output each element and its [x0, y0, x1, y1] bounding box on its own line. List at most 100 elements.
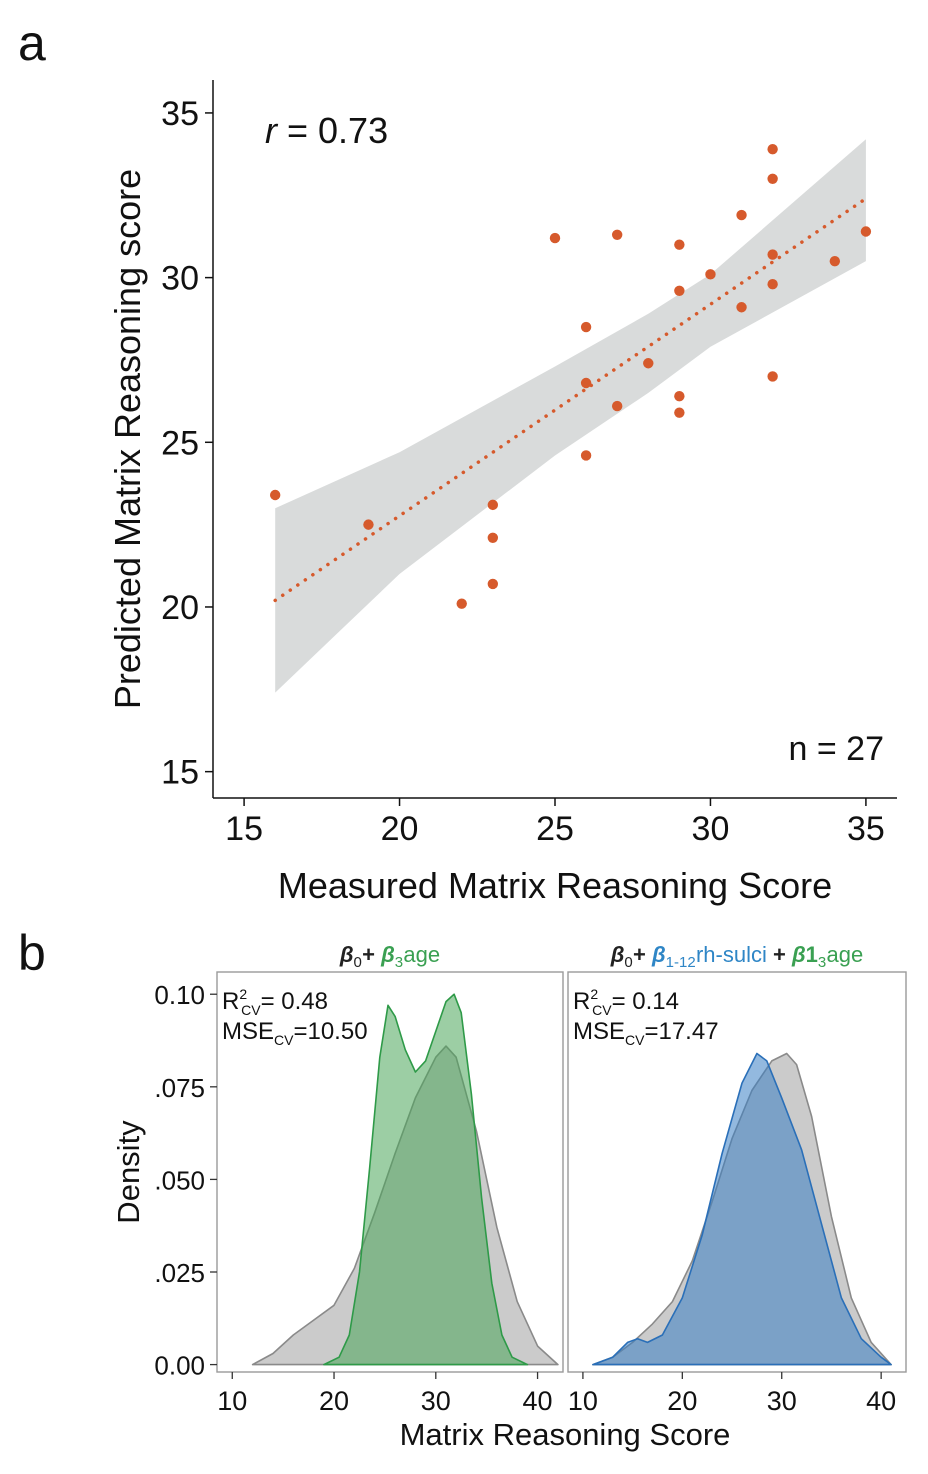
mse-label: MSE	[222, 1018, 274, 1045]
mse-subscript: CV	[274, 1032, 294, 1048]
data-point	[767, 143, 778, 155]
x-tick-label: 20	[667, 1386, 697, 1416]
regression-line	[273, 196, 868, 603]
x-tick-label: 30	[421, 1386, 451, 1416]
data-point	[736, 209, 747, 221]
title-part: +	[633, 942, 652, 967]
r2-label: R	[222, 988, 239, 1015]
r2-annotation: R2 CV= 0.14	[573, 986, 679, 1018]
x-tick-label: 10	[568, 1386, 598, 1416]
data-point	[767, 173, 778, 185]
x-tick-label: 30	[767, 1386, 797, 1416]
data-point	[456, 598, 467, 609]
title-part: +	[362, 942, 381, 967]
r2-annotation: R2 CV= 0.48	[222, 986, 328, 1018]
panel-title: β0 + β1-12 rh-sulci + β13 age	[610, 942, 863, 971]
data-point	[580, 321, 592, 333]
y-axis-title: Predicted Matrix Reasoning score	[107, 169, 148, 709]
y-tick-label: 0.00	[154, 1351, 205, 1381]
x-tick-label: 30	[692, 810, 730, 848]
panel-label-a: a	[18, 15, 46, 71]
scatter-chart: 15 20 25 30 35 15 20 25 30 35 Measured Matrix Reas…	[107, 80, 897, 906]
panel-title: β0 + β3 age	[339, 942, 440, 971]
title-subscript: 3	[395, 954, 403, 971]
title-subscript: 1-12	[666, 954, 696, 971]
y-tick-label: 30	[161, 260, 199, 298]
mse-value: =10.50	[293, 1018, 367, 1045]
data-point	[611, 400, 623, 412]
y-tick-label: 25	[161, 424, 199, 462]
x-tick-label: 25	[536, 810, 574, 848]
mse-annotation: MSECV=17.47	[573, 1018, 719, 1048]
x-tick-label: 40	[523, 1386, 553, 1416]
x-axis-title: Measured Matrix Reasoning Score	[278, 865, 832, 906]
r2-superscript: 2	[590, 986, 598, 1002]
data-point	[269, 489, 281, 501]
data-point	[674, 285, 685, 296]
data-point	[363, 519, 374, 530]
x-tick-label: 20	[319, 1386, 349, 1416]
confidence-band	[275, 139, 866, 693]
title-part: +	[767, 942, 792, 967]
data-point	[611, 229, 623, 240]
y-tick-label: .075	[154, 1073, 205, 1103]
r2-value: = 0.48	[261, 988, 328, 1015]
data-point	[674, 239, 685, 250]
title-part: β	[339, 942, 354, 967]
y-tick-label: .025	[154, 1258, 205, 1288]
data-point	[580, 450, 592, 461]
y-tick-label: 20	[161, 589, 199, 627]
x-tick-label: 20	[381, 810, 419, 848]
title-subscript: 0	[354, 954, 362, 971]
y-tick-label: .050	[154, 1165, 205, 1195]
r2-subscript: CV	[592, 1002, 612, 1018]
panel-frame	[216, 971, 564, 1373]
r2-label: R	[573, 988, 590, 1015]
data-point	[674, 390, 685, 402]
r2-value: = 0.14	[612, 988, 679, 1015]
title-part: rh-sulci	[696, 942, 767, 967]
data-point	[736, 302, 747, 313]
title-part: β	[380, 942, 395, 967]
panel-label-b: b	[18, 925, 46, 981]
sample-size-annotation: n = 27	[789, 730, 884, 768]
r2-subscript: CV	[241, 1002, 261, 1018]
predicted-density-area	[592, 1052, 892, 1366]
title-subscript: 3	[818, 954, 826, 971]
mse-subscript: CV	[625, 1032, 645, 1048]
data-point	[487, 499, 499, 511]
data-point	[643, 358, 654, 369]
y-tick-label: 0.10	[154, 980, 205, 1010]
x-tick-label: 15	[225, 810, 263, 848]
title-part: age	[403, 942, 440, 967]
mse-value: =17.47	[644, 1018, 718, 1045]
x-tick-label: 40	[866, 1386, 896, 1416]
data-point	[487, 532, 499, 544]
correlation-value: = 0.73	[277, 110, 388, 151]
r2-superscript: 2	[239, 986, 247, 1002]
data-point	[549, 232, 561, 244]
data-point	[487, 578, 499, 590]
title-subscript: 0	[624, 954, 632, 971]
x-tick-label: 10	[217, 1386, 247, 1416]
data-point	[580, 377, 592, 389]
y-tick-label: 15	[161, 754, 199, 792]
data-point	[767, 279, 778, 290]
data-point	[674, 407, 685, 418]
title-part: β	[791, 942, 806, 967]
title-part: age	[827, 942, 864, 967]
predicted-density-area	[323, 993, 529, 1366]
mse-annotation: MSECV=10.50	[222, 1018, 368, 1048]
correlation-symbol: r	[265, 110, 279, 151]
data-point	[767, 249, 778, 260]
shared-x-axis-title: Matrix Reasoning Score	[400, 1417, 731, 1452]
data-point	[860, 226, 872, 237]
y-tick-label: 35	[161, 95, 199, 133]
title-part: β	[651, 942, 666, 967]
correlation-annotation: r = 0.73	[265, 110, 388, 151]
data-point	[705, 269, 716, 280]
x-tick-label: 35	[847, 810, 885, 848]
data-point	[767, 371, 778, 382]
title-part: β	[610, 942, 625, 967]
